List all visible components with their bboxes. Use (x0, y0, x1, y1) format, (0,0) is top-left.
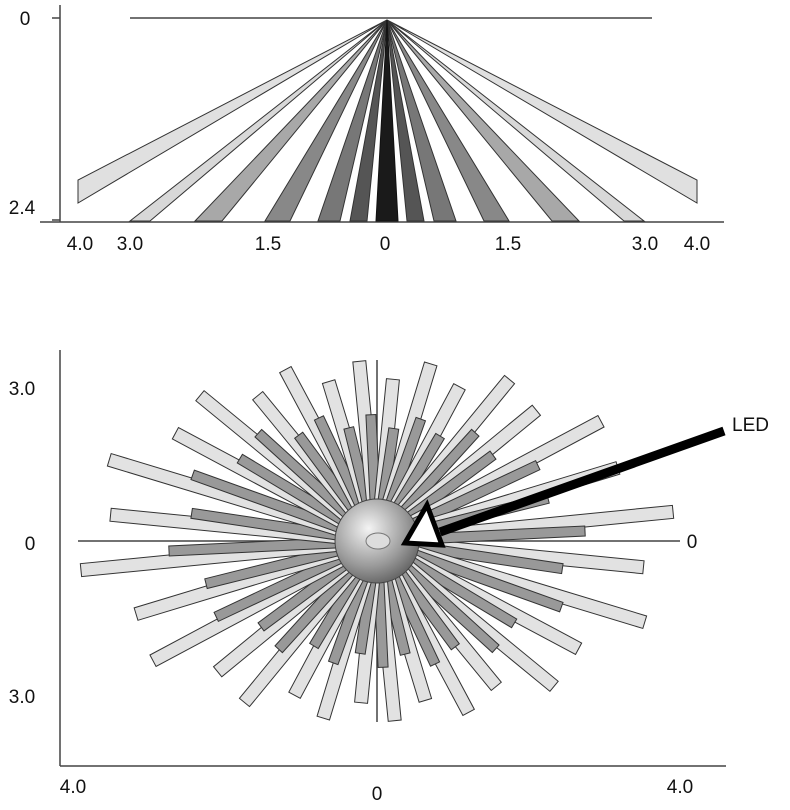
wedge (375, 19, 399, 222)
x-label: 4.0 (67, 234, 93, 255)
wedge (77, 19, 388, 204)
x-label: 1.5 (255, 234, 281, 255)
wedge (386, 19, 425, 222)
wedge (317, 19, 388, 222)
wedge (264, 19, 388, 222)
x-label: 0 (380, 234, 391, 255)
callout-arrow (438, 426, 726, 537)
x-label: 4.0 (60, 777, 86, 798)
right-label: 0 (687, 532, 698, 553)
led-lens (365, 532, 391, 550)
x-label: 4.0 (684, 234, 710, 255)
y-label: 0 (20, 9, 31, 30)
wedge (349, 19, 388, 222)
wedge (386, 19, 698, 204)
y-label: 2.4 (9, 198, 36, 219)
top-view (59, 350, 726, 767)
wedge (193, 19, 388, 222)
wedge (386, 19, 581, 222)
x-label: 4.0 (667, 777, 693, 798)
wedge (386, 19, 457, 222)
x-label: 3.0 (117, 234, 143, 255)
wedge (128, 19, 388, 222)
y-label: 0 (25, 534, 36, 555)
arrow-head (400, 499, 446, 548)
x-label: 1.5 (495, 234, 521, 255)
wedge (386, 19, 646, 222)
side-view (40, 5, 724, 223)
wedge (386, 19, 510, 222)
x-label: 3.0 (632, 234, 658, 255)
y-label: 3.0 (9, 379, 35, 400)
x-label: 0 (372, 784, 383, 805)
y-label: 3.0 (9, 687, 35, 708)
callout-label: LED (732, 415, 769, 436)
